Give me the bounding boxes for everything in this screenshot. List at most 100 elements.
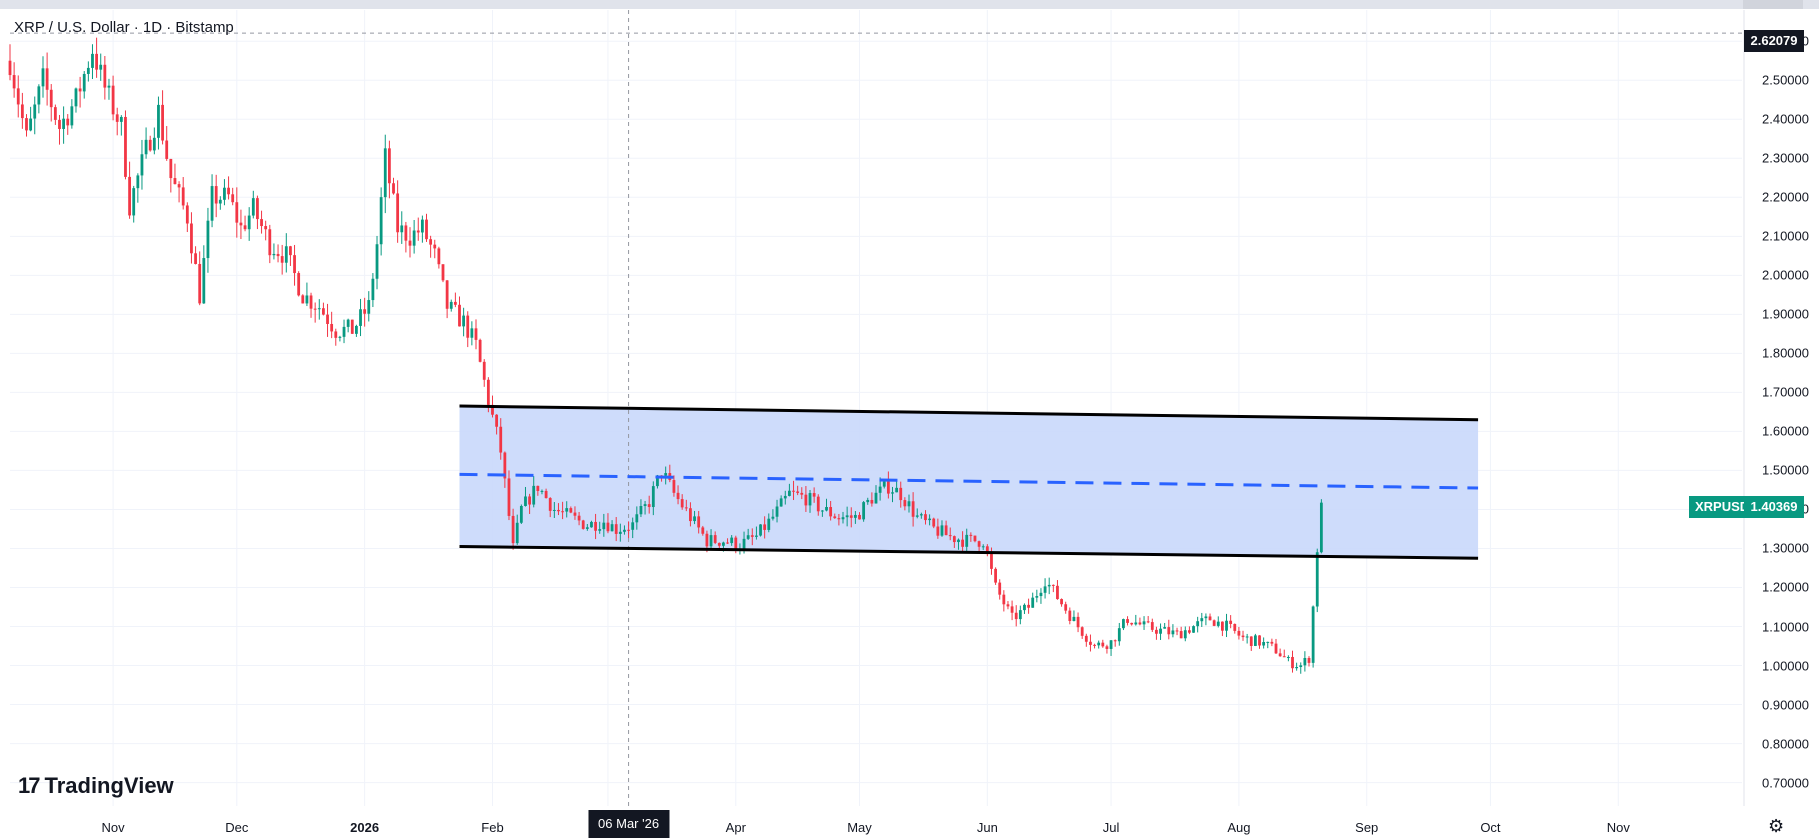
candle — [804, 486, 808, 512]
candle-body — [478, 339, 482, 362]
candle — [1319, 499, 1323, 554]
candle — [1056, 580, 1059, 600]
candle-body — [882, 481, 886, 487]
candle-body — [524, 496, 527, 506]
candle — [1307, 656, 1311, 667]
candle-body — [74, 88, 78, 107]
candle — [891, 486, 894, 503]
candle-body — [350, 319, 354, 334]
candle — [107, 78, 111, 100]
candle — [664, 466, 668, 485]
candle-body — [499, 426, 503, 453]
candle-body — [309, 295, 313, 309]
candle-body — [375, 244, 379, 279]
candle-body — [1179, 631, 1183, 639]
candle-body — [404, 225, 408, 241]
candle — [66, 114, 70, 135]
candle-body — [635, 514, 639, 523]
candle-body — [1138, 622, 1142, 625]
candle — [693, 510, 696, 525]
candle-body — [185, 205, 189, 224]
candle-body — [1084, 635, 1088, 642]
candle-body — [387, 148, 391, 184]
candle — [1237, 626, 1241, 640]
candle — [940, 520, 944, 537]
candle-body — [235, 202, 239, 223]
candle — [425, 213, 428, 242]
candle — [198, 251, 202, 306]
candle-body — [680, 499, 684, 508]
price-tick-label: 2.00000 — [1762, 267, 1809, 283]
price-tick-label: 1.90000 — [1762, 306, 1809, 322]
candle — [1068, 607, 1072, 625]
candle-body — [1208, 616, 1212, 621]
candle-body — [157, 104, 160, 138]
candle-body — [1188, 630, 1191, 633]
candle — [816, 494, 820, 516]
candle-body — [866, 499, 870, 503]
candle — [482, 359, 486, 387]
candle-body — [462, 315, 466, 327]
candle-body — [1047, 584, 1051, 587]
candle-body — [676, 492, 680, 500]
candle-body — [1249, 636, 1253, 646]
candle — [672, 475, 676, 497]
candle — [495, 414, 499, 435]
candle — [1010, 600, 1014, 621]
candle-body — [618, 531, 622, 534]
candle-body — [1274, 643, 1278, 654]
candle-body — [1093, 644, 1096, 646]
candle — [577, 511, 581, 526]
candle — [301, 294, 305, 304]
candle — [243, 215, 247, 232]
candle — [581, 519, 585, 530]
candle — [379, 187, 383, 256]
candle-body — [763, 524, 767, 530]
candle — [548, 497, 552, 518]
candle-body — [458, 304, 461, 327]
candle — [416, 217, 420, 241]
candle-body — [627, 529, 630, 531]
candle-body — [70, 106, 74, 126]
candle — [1146, 616, 1150, 624]
candle-body — [771, 516, 775, 519]
candle-body — [124, 116, 127, 177]
candle-body — [107, 85, 111, 88]
candle-body — [713, 535, 717, 543]
candle-body — [767, 518, 771, 530]
candle-body — [1126, 619, 1129, 623]
candle-body — [284, 246, 288, 263]
candle-body — [507, 478, 511, 516]
candle-body — [862, 502, 866, 520]
candle-body — [218, 199, 222, 204]
candle — [317, 299, 321, 320]
candle — [355, 324, 358, 337]
candle-body — [845, 515, 849, 518]
toolbar-button[interactable] — [1743, 0, 1803, 9]
candle-body — [1122, 619, 1125, 629]
candle — [124, 110, 127, 180]
grid — [10, 10, 1742, 806]
candle-body — [775, 506, 779, 517]
candle — [709, 529, 713, 550]
candle-body — [1155, 629, 1158, 634]
candle — [1258, 635, 1261, 649]
gear-icon[interactable]: ⚙ — [1768, 816, 1785, 836]
candle — [392, 177, 395, 195]
candle-body — [33, 104, 37, 119]
candle-body — [957, 539, 960, 543]
candle-body — [301, 295, 305, 304]
candle — [1105, 644, 1109, 654]
candle-body — [1076, 616, 1080, 628]
candle-body — [804, 494, 808, 506]
candle-body — [519, 505, 523, 523]
candle — [1060, 598, 1063, 607]
candle-body — [346, 319, 350, 327]
candle-body — [317, 308, 321, 310]
candle — [1311, 605, 1315, 668]
candle — [1047, 577, 1051, 595]
candle-body — [730, 537, 734, 544]
candle — [561, 501, 564, 520]
candle — [359, 298, 362, 337]
